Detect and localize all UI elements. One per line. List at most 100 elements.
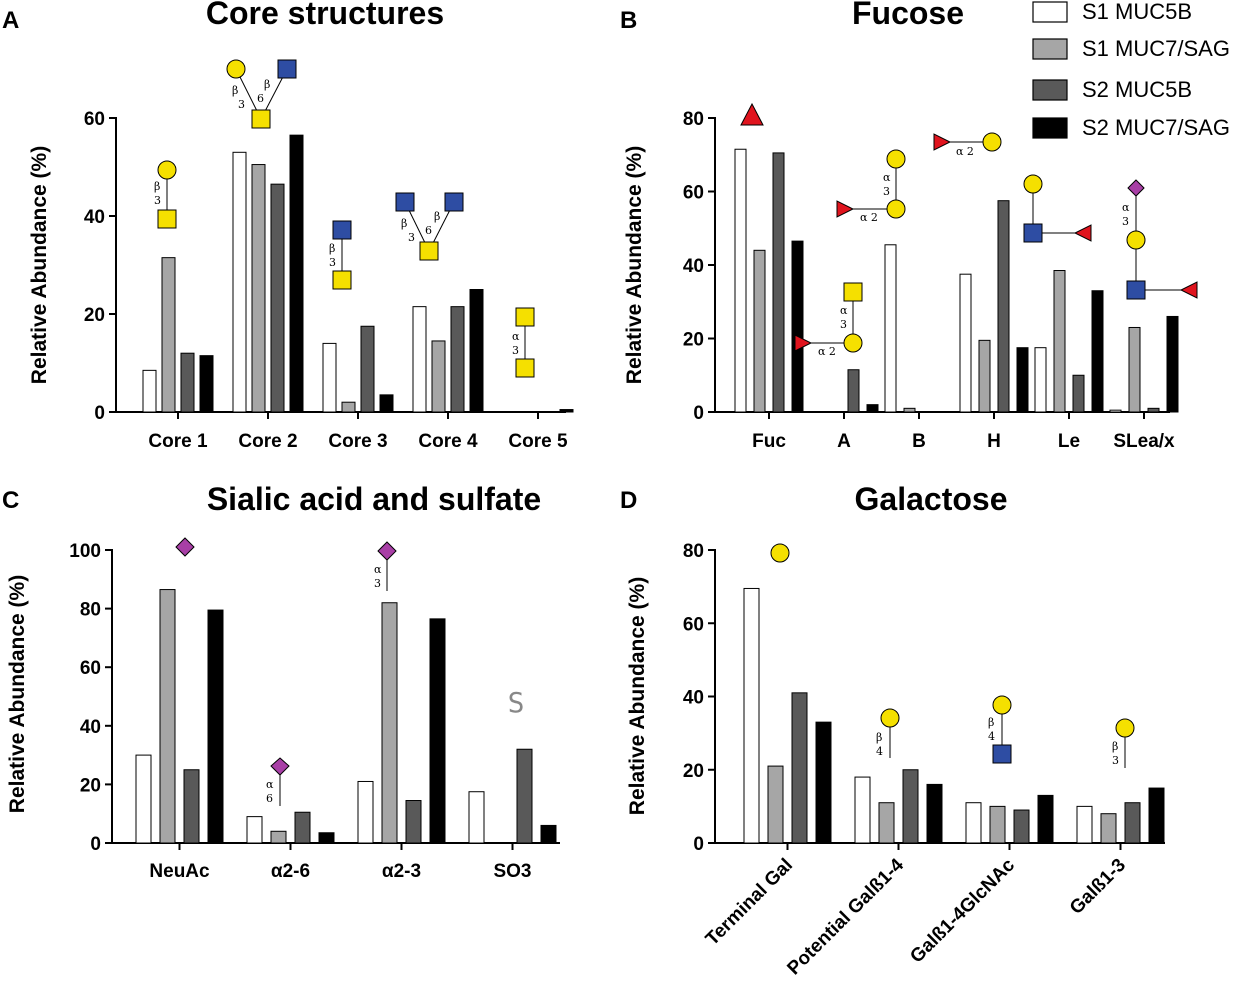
bar xyxy=(431,340,446,413)
bar xyxy=(294,811,311,844)
glcnac-icon xyxy=(1023,223,1043,243)
x-tick-label: Core 2 xyxy=(238,431,297,452)
fucose-icon xyxy=(1179,281,1198,299)
bar xyxy=(791,692,808,844)
plot-area: 0 20 40 60 80 Fuc A B H Le SLea/x xyxy=(683,109,1179,452)
y-tick-label: 60 xyxy=(80,658,101,679)
y-tick-label: 80 xyxy=(683,541,704,562)
galactose-icon xyxy=(843,333,863,353)
bar xyxy=(405,800,422,844)
bar xyxy=(381,602,398,844)
bar xyxy=(559,409,574,413)
x-tick-label: Core 5 xyxy=(508,431,568,452)
panel-title: Core structures xyxy=(206,0,444,31)
x-tick-label: A xyxy=(837,431,851,452)
galnac-icon xyxy=(157,209,177,229)
galnac-icon xyxy=(843,282,863,302)
galactose-icon xyxy=(157,160,177,180)
bar xyxy=(341,401,356,413)
svg-text:3: 3 xyxy=(238,98,245,111)
bar xyxy=(159,589,176,844)
bar xyxy=(468,791,485,844)
galnac-icon xyxy=(251,109,271,129)
bar xyxy=(847,369,860,413)
galactose-icon xyxy=(1126,230,1146,250)
y-tick-label: 80 xyxy=(683,109,704,130)
legend: S1 MUC5B S1 MUC7/SAG S2 MUC5B S2 MUC7/SA… xyxy=(1032,0,1230,140)
glycan-slea: α 3 xyxy=(1122,179,1198,300)
bar xyxy=(878,802,895,844)
galnac-icon xyxy=(515,358,535,378)
y-tick-label: 20 xyxy=(84,305,105,326)
y-tick-label: 40 xyxy=(80,717,101,738)
bar xyxy=(357,780,374,844)
galactose-icon xyxy=(226,59,246,79)
glcnac-icon xyxy=(444,192,464,212)
y-tick-label: 60 xyxy=(84,109,105,130)
fucose-icon xyxy=(794,334,813,352)
svg-text:β: β xyxy=(876,731,882,744)
glycan-h: α 2 xyxy=(933,132,1002,158)
glycan-b: α 2 α 3 xyxy=(836,149,906,224)
bar xyxy=(183,769,200,844)
bar xyxy=(540,824,557,844)
y-tick-label: 40 xyxy=(683,688,704,709)
bar xyxy=(978,339,991,413)
bar xyxy=(866,404,879,413)
bar xyxy=(753,249,766,413)
legend-label: S1 MUC5B xyxy=(1082,0,1192,24)
x-tick-label: H xyxy=(987,431,1001,452)
bar xyxy=(180,352,195,413)
bar xyxy=(1128,326,1141,413)
x-tick-label: α2-6 xyxy=(271,861,310,882)
svg-text:6: 6 xyxy=(266,792,273,805)
plot-area: 0 20 40 60 80 100 NeuAc α2-6 α2-3 SO3 xyxy=(69,541,560,882)
x-tick-label: Terminal Gal xyxy=(702,855,797,950)
bar xyxy=(379,394,394,413)
legend-item: S1 MUC7/SAG xyxy=(1032,36,1230,61)
glycan-a: α 2 α 3 xyxy=(794,282,863,358)
svg-text:6: 6 xyxy=(257,92,264,105)
svg-text:β: β xyxy=(232,84,238,97)
bar xyxy=(135,754,152,844)
fucose-icon xyxy=(1073,224,1092,242)
neuac-icon xyxy=(377,541,397,561)
glycan-core5: α 3 xyxy=(512,307,535,378)
bar xyxy=(903,407,916,413)
glycan-core4: β 3 β 6 xyxy=(395,192,464,261)
svg-text:α 2: α 2 xyxy=(956,145,974,158)
bar xyxy=(322,342,337,413)
panel-title: Sialic acid and sulfate xyxy=(207,481,541,517)
panel-c: C Sialic acid and sulfate Relative Abund… xyxy=(2,481,560,882)
glcnac-icon xyxy=(1126,280,1146,300)
galactose-icon xyxy=(880,708,900,728)
bar xyxy=(1148,787,1165,844)
svg-text:α: α xyxy=(266,778,274,791)
bar xyxy=(926,783,943,844)
legend-label: S2 MUC7/SAG xyxy=(1082,115,1230,140)
fucose-icon xyxy=(740,102,764,126)
legend-swatch xyxy=(1032,38,1068,60)
bar xyxy=(199,355,214,413)
plot-area: 0 20 40 60 Core 1 Core 2 Core 3 Core 4 Core 5 xyxy=(84,109,574,452)
bar xyxy=(1100,813,1117,844)
panel-a: A Core structures Relative Abundance (%)… xyxy=(2,0,574,452)
bar xyxy=(270,830,287,844)
svg-text:3: 3 xyxy=(1122,215,1129,228)
legend-swatch xyxy=(1032,117,1068,139)
bar xyxy=(1016,347,1029,413)
svg-text:4: 4 xyxy=(988,730,995,743)
glycan-a2-6: α 6 xyxy=(266,757,290,806)
panel-letter: B xyxy=(620,7,637,34)
x-tick-label: Core 3 xyxy=(328,431,387,452)
galactose-icon xyxy=(886,149,906,169)
x-tick-label: Fuc xyxy=(752,431,786,452)
bar xyxy=(318,832,335,844)
galactose-icon xyxy=(1115,718,1135,738)
x-tick-label: Potential Galß1-4 xyxy=(783,854,908,979)
bar xyxy=(469,289,484,413)
galactose-icon xyxy=(886,199,906,219)
bar xyxy=(791,240,804,413)
galactose-icon xyxy=(992,695,1012,715)
x-tick-label: Le xyxy=(1058,431,1080,452)
